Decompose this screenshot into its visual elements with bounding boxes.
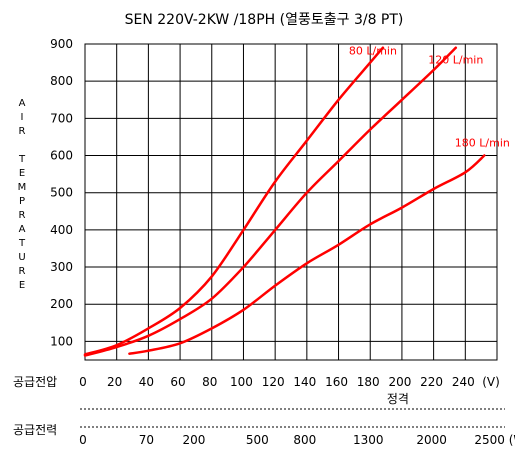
x-tick-label: 220 — [420, 375, 443, 389]
series-label: 120 L/min — [428, 54, 483, 67]
series-line — [128, 154, 486, 355]
y-label-letter: T — [18, 238, 26, 249]
x-tick-label: 40 — [139, 375, 154, 389]
x-unit-label: (V) — [482, 375, 500, 389]
x-tick-label: 60 — [170, 375, 185, 389]
y-tick-label: 300 — [50, 260, 73, 274]
y-tick-label: 100 — [50, 334, 73, 348]
y-label-letter: A — [19, 224, 26, 235]
y-tick-label: 400 — [50, 223, 73, 237]
x-row-label: 공급전압 — [13, 375, 57, 389]
x-tick-label: 200 — [388, 375, 411, 389]
y-label-letter: T — [18, 154, 26, 165]
y-label-letter: I — [21, 112, 24, 123]
power-tick-label: 200 — [182, 433, 205, 447]
series-line — [83, 46, 385, 356]
series-label: 180 L/min — [455, 137, 510, 150]
y-label-letter: R — [19, 266, 26, 277]
series-layer: 80 L/min 120 L/min 180 L/min — [83, 45, 510, 357]
y-tick-label: 800 — [50, 74, 73, 88]
power-tick-label: 800 — [293, 433, 316, 447]
power-tick-label: 2000 — [416, 433, 447, 447]
x-tick-label: 80 — [202, 375, 217, 389]
y-tick-label: 700 — [50, 111, 73, 125]
x-tick-label: 100 — [230, 375, 253, 389]
power-row-label: 공급전력 — [13, 423, 57, 437]
x-tick-label: 180 — [357, 375, 380, 389]
plot-frame — [84, 43, 498, 361]
y-tick-label: 500 — [50, 186, 73, 200]
y-tick-label: 200 — [50, 297, 73, 311]
x-tick-label: 0 — [79, 375, 87, 389]
x-tick-label: 240 — [452, 375, 475, 389]
y-tick-label: 900 — [50, 37, 73, 51]
power-tick-label: 500 — [246, 433, 269, 447]
x-tick-label: 160 — [325, 375, 348, 389]
y-label-letter: R — [19, 126, 26, 137]
series-line — [83, 46, 458, 357]
power-tick-label: 0 — [79, 433, 87, 447]
y-label-letter: P — [19, 196, 25, 207]
chart-title: SEN 220V-2KW /18PH (열풍토출구 3/8 PT) — [125, 12, 404, 28]
series-label: 80 L/min — [349, 45, 397, 58]
x-sub-label: 정격 — [387, 392, 409, 406]
y-label-letter: U — [18, 252, 25, 263]
y-label-letter: M — [18, 182, 27, 193]
y-label-letter: R — [19, 210, 26, 221]
power-tick-label: 1300 — [353, 433, 384, 447]
power-tick-label: 70 — [139, 433, 154, 447]
y-tick-label: 600 — [50, 149, 73, 163]
x-tick-label: 120 — [262, 375, 285, 389]
y-label-letter: A — [19, 98, 26, 109]
grid — [84, 43, 498, 361]
y-label-letter: E — [19, 168, 25, 179]
x-tick-label: 20 — [107, 375, 122, 389]
y-label-letter: E — [19, 280, 25, 291]
y-axis: 100 200 300 400 500 600 700 800 900 — [50, 37, 73, 348]
x-axis: 공급전압 0 20 40 60 80 100 120 140 160 180 200 220 240 (V)… — [13, 375, 500, 406]
power-tick-label: 2500 (W) — [474, 433, 515, 447]
x-tick-label: 140 — [293, 375, 316, 389]
power-axis: 공급전력 0 70 200 500 800 1300 2000 2500 (W) — [13, 408, 515, 447]
